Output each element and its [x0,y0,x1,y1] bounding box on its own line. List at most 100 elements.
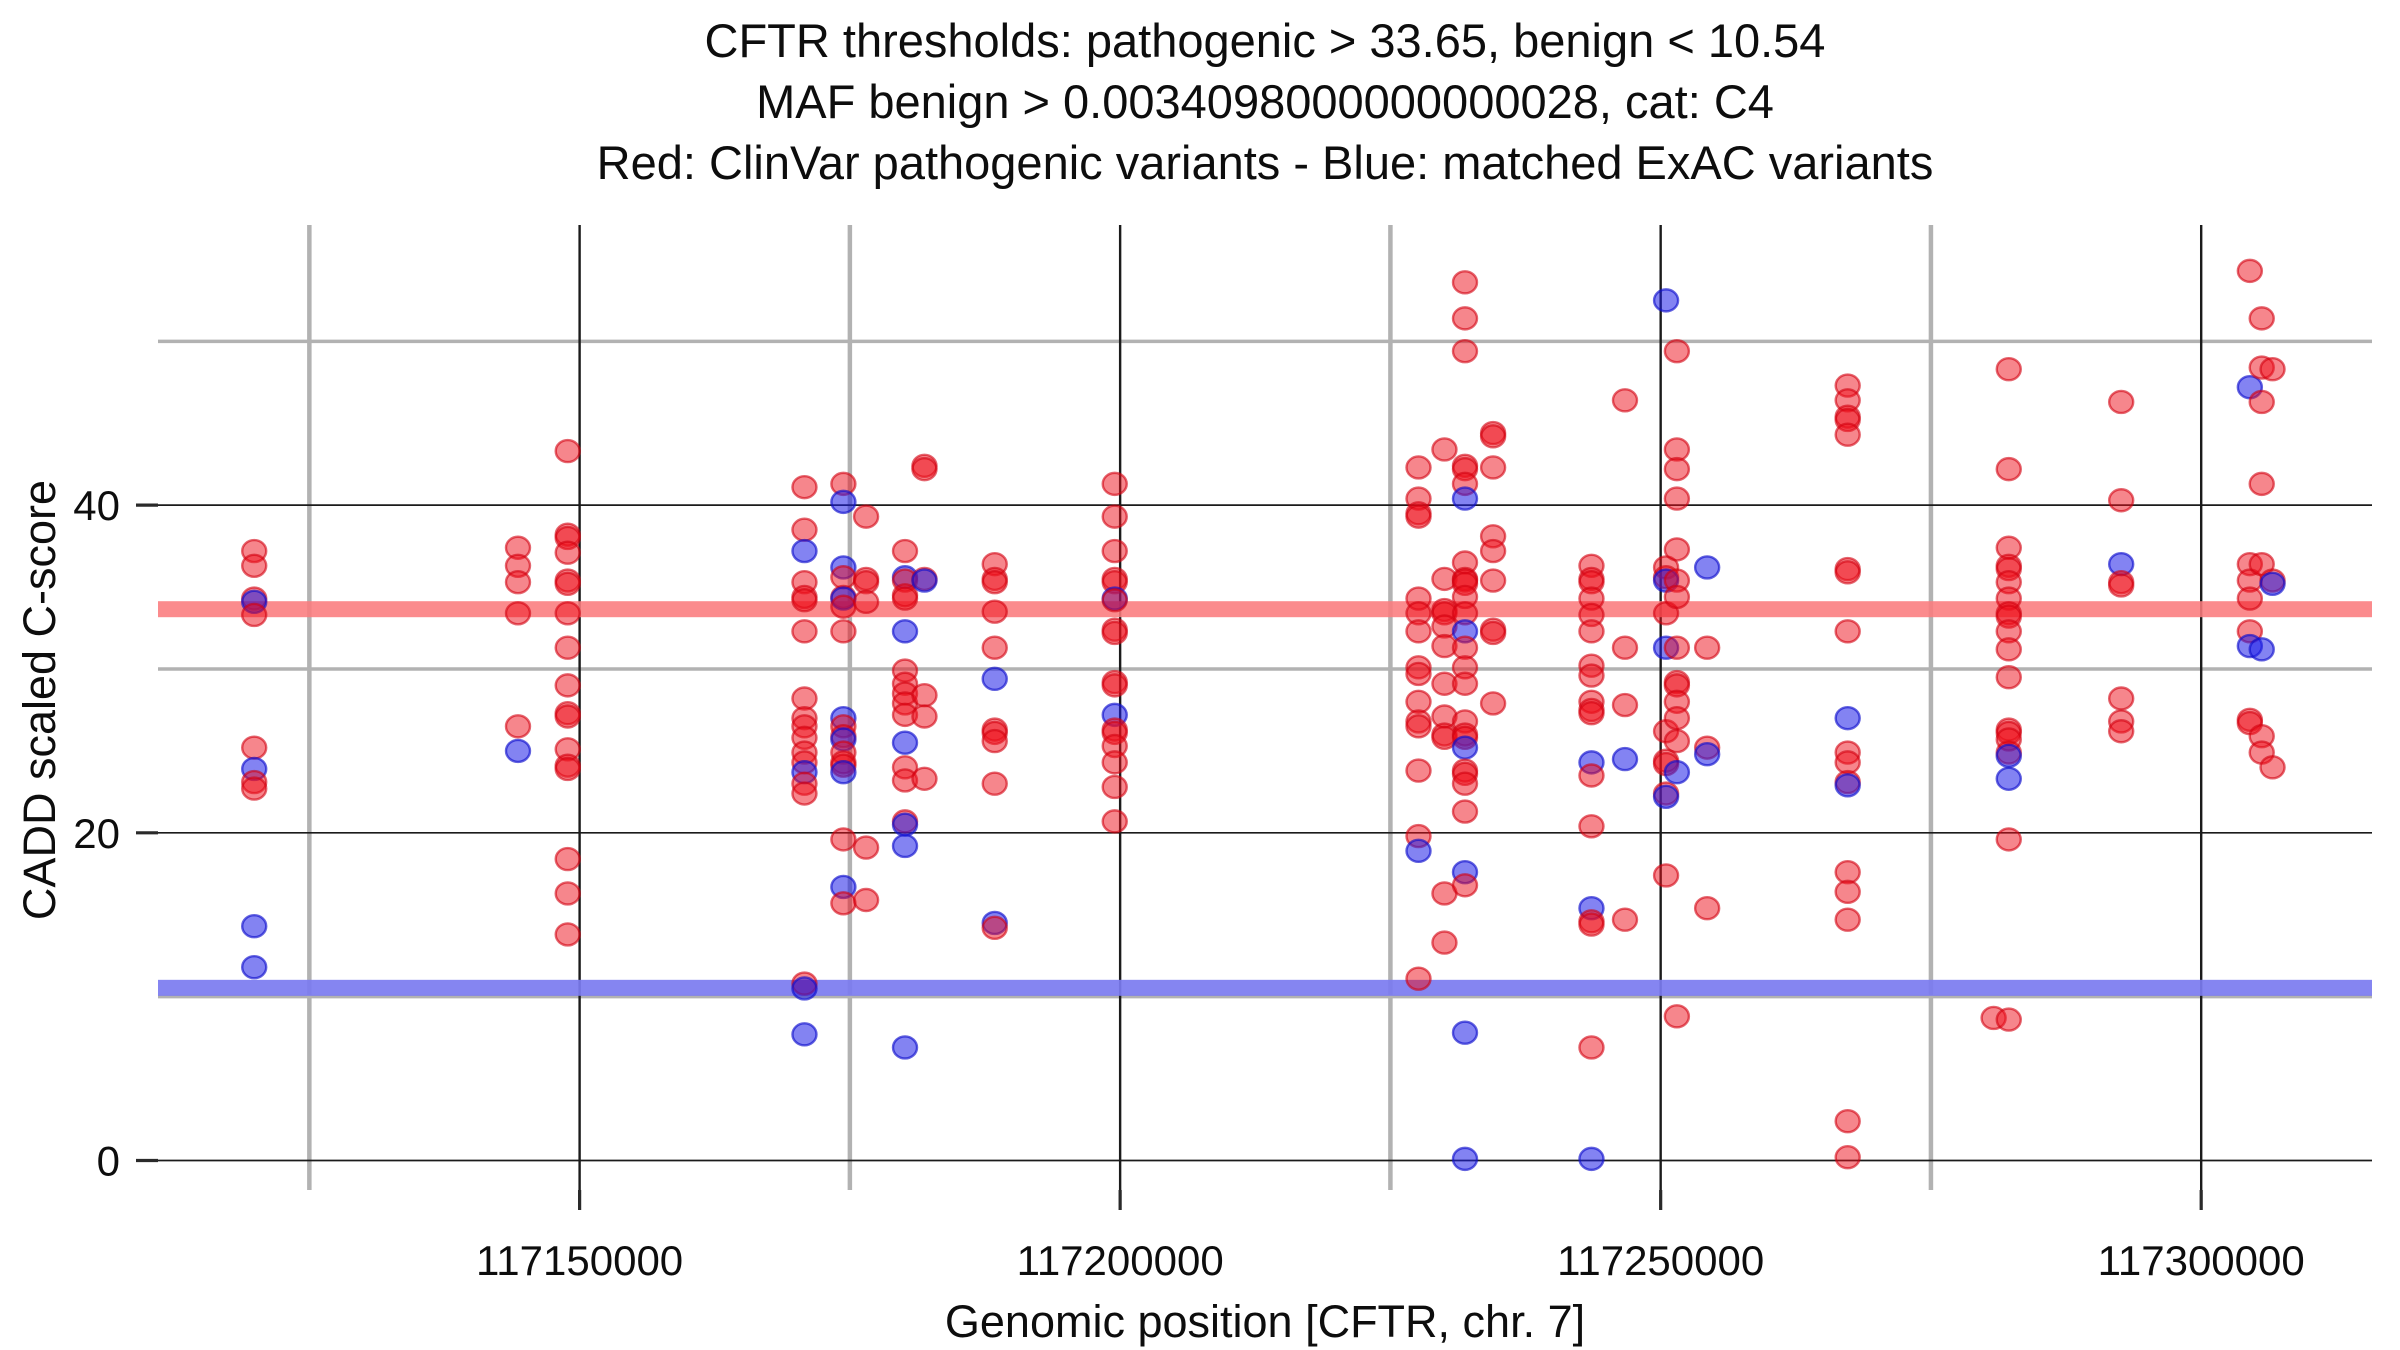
clinvar-pathogenic-point [1834,422,1861,447]
clinvar-pathogenic-point [1995,1007,2022,1032]
clinvar-pathogenic-point [2107,389,2135,415]
clinvar-pathogenic-point [2107,719,2135,744]
clinvar-pathogenic-point [1663,537,1691,562]
clinvar-pathogenic-point [1405,455,1432,480]
exac-matched-point [891,833,919,859]
clinvar-pathogenic-point [554,673,581,698]
chart-title-line-3: Red: ClinVar pathogenic variants - Blue:… [596,136,1934,189]
x-tick-label: 117150000 [476,1237,683,1284]
clinvar-pathogenic-point [554,922,581,947]
clinvar-pathogenic-point [911,704,938,729]
exac-matched-point [1451,486,1479,511]
clinvar-pathogenic-point [1101,471,1128,497]
clinvar-pathogenic-point [2248,306,2275,331]
clinvar-pathogenic-point [1101,673,1128,698]
clinvar-pathogenic-point [1663,584,1691,610]
clinvar-pathogenic-point [241,776,268,801]
clinvar-pathogenic-point [1405,714,1432,739]
clinvar-pathogenic-point [241,553,268,578]
exac-matched-point [1451,1146,1479,1172]
clinvar-pathogenic-point [1578,663,1605,688]
chart-title-line-1: CFTR thresholds: pathogenic > 33.65, ben… [704,14,1826,67]
clinvar-pathogenic-point [554,881,581,906]
exac-matched-point [1995,766,2022,791]
clinvar-pathogenic-point [1405,504,1432,529]
clinvar-pathogenic-point [1479,691,1507,716]
clinvar-pathogenic-point [1663,635,1691,660]
clinvar-pathogenic-point [1405,758,1432,783]
pathogenic-threshold-band [158,601,2372,618]
y-axis-title: CADD scaled C-score [14,479,65,921]
exac-matched-point [1405,838,1432,864]
clinvar-pathogenic-point [791,474,818,500]
clinvar-pathogenic-point [830,891,857,916]
clinvar-pathogenic-point [554,846,581,872]
clinvar-pathogenic-point [554,601,581,626]
clinvar-pathogenic-point [1405,966,1432,991]
clinvar-pathogenic-point [1451,799,1479,824]
clinvar-pathogenic-point [1693,635,1721,660]
clinvar-pathogenic-point [1101,774,1128,800]
chart-title-line-2: MAF benign > 0.0034098000000000028, cat:… [756,75,1774,128]
exac-matched-point [830,489,857,515]
clinvar-pathogenic-point [1101,620,1128,646]
clinvar-pathogenic-point [1663,486,1691,511]
clinvar-pathogenic-point [1693,896,1721,921]
clinvar-pathogenic-point [1611,635,1639,660]
benign-threshold-band [158,979,2372,996]
clinvar-pathogenic-point [554,756,581,782]
clinvar-pathogenic-point [852,835,880,860]
clinvar-pathogenic-point [1479,424,1507,449]
x-tick-label: 117250000 [1557,1237,1764,1284]
exac-matched-point [1451,735,1479,760]
clinvar-pathogenic-point [2236,586,2264,611]
clinvar-pathogenic-point [791,587,818,613]
y-tick-label: 0 [97,1138,120,1185]
clinvar-pathogenic-point [911,456,938,482]
clinvar-pathogenic-point [791,781,818,806]
clinvar-pathogenic-point [1663,705,1691,731]
exac-matched-point [2259,571,2286,597]
clinvar-pathogenic-point [2259,755,2286,780]
clinvar-pathogenic-point [1578,701,1605,726]
clinvar-pathogenic-point [2248,471,2275,497]
clinvar-pathogenic-point [911,766,938,791]
clinvar-pathogenic-point [1995,456,2022,482]
clinvar-pathogenic-point [504,569,532,595]
clinvar-pathogenic-point [1663,728,1691,754]
exac-matched-point [1663,760,1691,785]
exac-matched-point [241,954,268,980]
clinvar-pathogenic-point [852,504,880,529]
exac-matched-point [830,760,857,785]
exac-matched-point [791,1022,818,1047]
clinvar-pathogenic-point [1405,661,1432,687]
clinvar-pathogenic-point [1578,763,1605,788]
clinvar-pathogenic-point [1995,356,2022,382]
clinvar-pathogenic-point [2248,389,2275,415]
clinvar-pathogenic-point [554,704,581,729]
clinvar-pathogenic-point [1611,907,1639,932]
clinvar-pathogenic-point [504,714,532,739]
clinvar-pathogenic-point [891,586,919,611]
clinvar-pathogenic-point [981,599,1008,624]
y-tick-label: 20 [73,810,120,857]
clinvar-pathogenic-point [830,594,857,619]
clinvar-pathogenic-point [981,569,1008,595]
exac-matched-point [1652,784,1680,809]
exac-matched-point [504,738,532,764]
exac-matched-point [981,666,1008,692]
clinvar-pathogenic-point [1611,692,1639,718]
clinvar-pathogenic-point [1451,873,1479,898]
clinvar-pathogenic-point [1479,568,1507,593]
clinvar-pathogenic-point [1578,619,1605,644]
clinvar-pathogenic-point [1451,338,1479,364]
x-axis-title: Genomic position [CFTR, chr. 7] [944,1296,1586,1347]
exac-matched-point [1451,1020,1479,1045]
exac-matched-point [791,538,818,564]
clinvar-pathogenic-point [981,635,1008,660]
clinvar-pathogenic-point [1431,437,1458,462]
clinvar-pathogenic-point [1995,664,2022,690]
clinvar-pathogenic-point [1578,814,1605,839]
